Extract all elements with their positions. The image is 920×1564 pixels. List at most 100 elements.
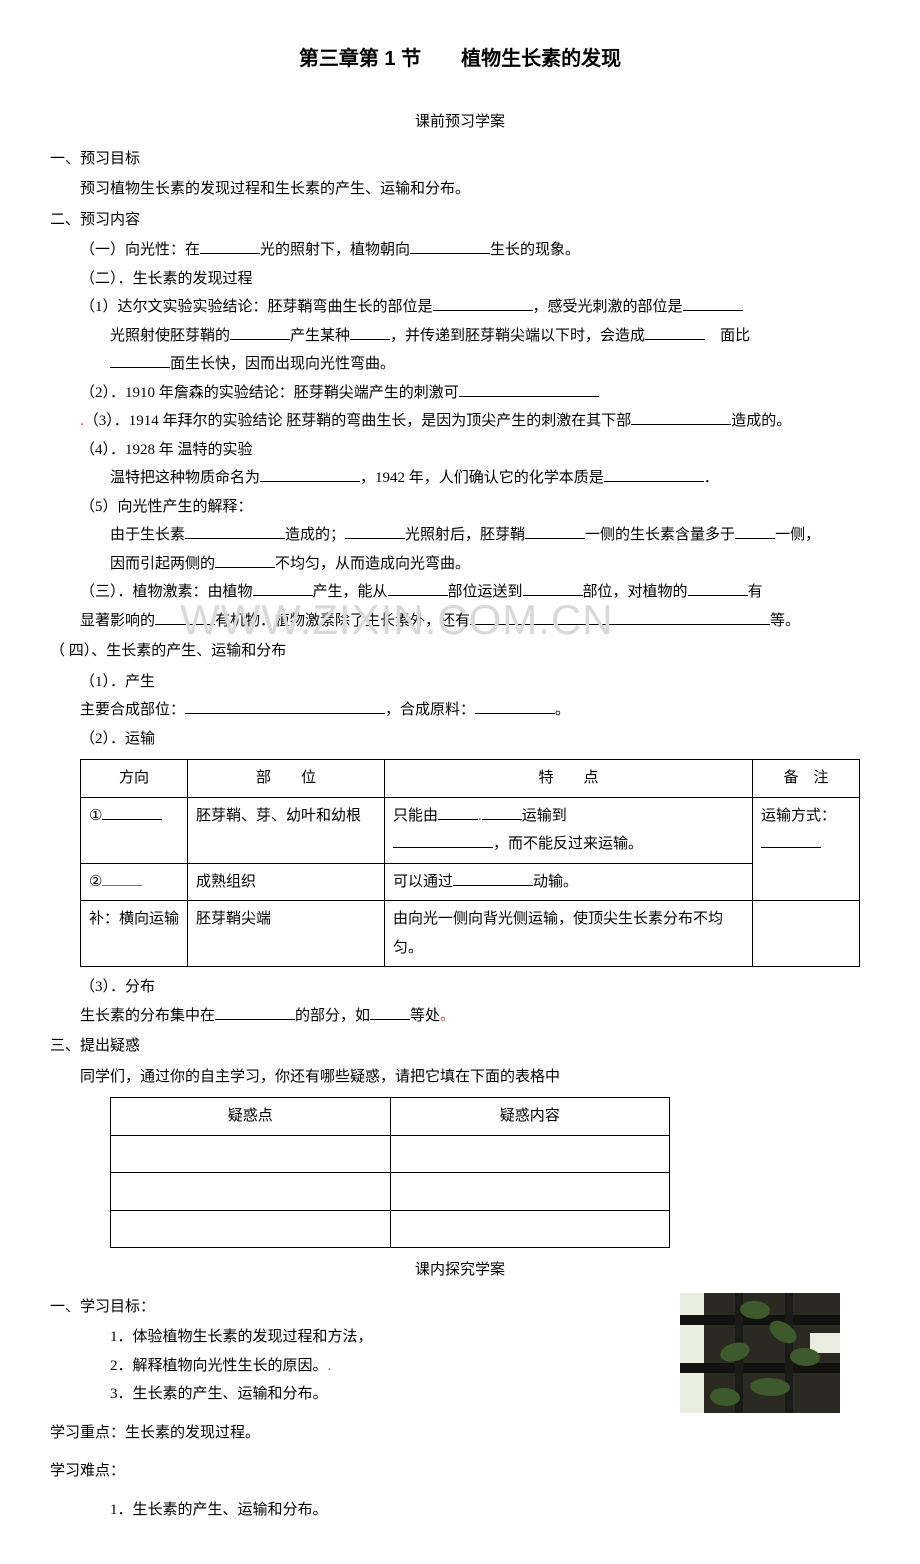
text: 生长素的分布集中在: [80, 1008, 215, 1024]
plant-photo: [680, 1293, 840, 1413]
blank[interactable]: [453, 870, 533, 886]
jensen-line: （2）．1910 年詹森的实验结论：胚芽鞘尖端产生的刺激可: [50, 379, 870, 408]
blank[interactable]: [482, 804, 522, 820]
text: 光照射使胚芽鞘的: [110, 328, 230, 344]
darwin-line3: 面生长快，因而出现向光性弯曲。: [50, 350, 870, 379]
text: 产生某种: [290, 328, 350, 344]
explain-head: （5）向光性产生的解释：: [50, 493, 870, 522]
text: 部位，对植物的: [583, 584, 688, 600]
preview-goal-text: 预习植物生长素的发现过程和生长素的产生、运输和分布。: [50, 175, 870, 204]
text: 造成的；: [285, 527, 345, 543]
blank[interactable]: [433, 295, 533, 311]
text: ，而不能反过来运输。: [493, 836, 643, 852]
cell[interactable]: [111, 1210, 391, 1248]
blank[interactable]: [688, 580, 748, 596]
text: 温特把这种物质命名为: [110, 470, 260, 486]
page-title: 第三章第 1 节 植物生长素的发现: [50, 40, 870, 78]
blank[interactable]: [631, 409, 731, 425]
th-feature: 特 点: [385, 760, 753, 798]
blank[interactable]: [185, 698, 385, 714]
text: ，1942 年，人们确认它的化学本质是: [360, 470, 604, 486]
text: ，并传递到胚芽鞘尖端以下时，会造成: [390, 328, 645, 344]
text: 产生，能从: [313, 584, 388, 600]
blank[interactable]: [253, 580, 313, 596]
table-header-row: 疑惑点 疑惑内容: [111, 1098, 670, 1136]
table-row: 补：横向运输 胚芽鞘尖端 由向光一侧向背光侧运输，使顶尖生长素分布不均匀。: [81, 901, 860, 967]
difficulty-head: 学习难点：: [50, 1457, 870, 1486]
th-note: 备 注: [753, 760, 860, 798]
text: 运输到: [522, 808, 567, 824]
blank[interactable]: [438, 804, 478, 820]
text: 面比: [720, 328, 750, 344]
focus-head: 学习重点：生长素的发现过程。: [50, 1419, 870, 1448]
th-direction: 方向: [81, 760, 188, 798]
table-header-row: 方向 部 位 特 点 备 注: [81, 760, 860, 798]
item-3-line1: （三）．植物激素：由植物产生，能从部位运送到部位，对植物的有: [50, 578, 870, 607]
blank[interactable]: [345, 523, 405, 539]
blank[interactable]: [370, 1004, 410, 1020]
cell[interactable]: [390, 1135, 670, 1173]
text: 。: [555, 702, 570, 718]
blank[interactable]: [102, 870, 142, 886]
blank[interactable]: [200, 238, 260, 254]
distribution-head: （3）．分布: [50, 973, 870, 1002]
text: 显著影响的: [80, 613, 155, 629]
blank[interactable]: [683, 295, 743, 311]
transport-head: （2）．运输: [50, 725, 870, 754]
blank[interactable]: [215, 552, 275, 568]
went-line2: 温特把这种物质命名为，1942 年，人们确认它的化学本质是．: [50, 464, 870, 493]
text: 一侧的生长素含量多于: [585, 527, 735, 543]
blank[interactable]: [761, 832, 821, 848]
red-dot: 。: [440, 1008, 455, 1024]
boysen-line: .（3）．1914 年拜尔的实验结论 胚芽鞘的弯曲生长，是因为顶尖产生的刺激在其…: [50, 407, 870, 436]
text: 有机物．植物激素除了生长素外，还有: [215, 613, 470, 629]
cell[interactable]: [111, 1135, 391, 1173]
preview-content-head: 二、预习内容: [50, 206, 870, 235]
cell-feature-3: 由向光一侧向背光侧运输，使顶尖生长素分布不均匀。: [385, 901, 753, 967]
doubt-table: 疑惑点 疑惑内容: [110, 1097, 670, 1248]
cell[interactable]: [390, 1210, 670, 1248]
blank[interactable]: [525, 523, 585, 539]
blank[interactable]: [350, 324, 390, 340]
table-row: [111, 1135, 670, 1173]
blank[interactable]: [645, 324, 705, 340]
blank[interactable]: [110, 352, 170, 368]
cell[interactable]: [111, 1173, 391, 1211]
table-row: [111, 1173, 670, 1211]
text: ，感受光刺激的部位是: [533, 299, 683, 315]
blank[interactable]: [604, 466, 704, 482]
text: （三）．植物激素：由植物: [80, 584, 253, 600]
table-row: ② 成熟组织 可以通过动输。: [81, 863, 860, 901]
text: 造成的。: [731, 413, 791, 429]
blank[interactable]: [230, 324, 290, 340]
blank[interactable]: [185, 523, 285, 539]
red-dot: .: [328, 1358, 332, 1374]
text: 等处: [410, 1008, 440, 1024]
text: 一侧，: [775, 527, 820, 543]
cell-feature-1: 只能由.运输到 ，而不能反过来运输。: [385, 797, 753, 863]
blank[interactable]: [470, 609, 770, 625]
blank[interactable]: [155, 609, 215, 625]
blank[interactable]: [735, 523, 775, 539]
blank[interactable]: [260, 466, 360, 482]
text: 光照射后，胚芽鞘: [405, 527, 525, 543]
blank[interactable]: [410, 238, 490, 254]
explain-line2: 因而引起两侧的不均匀，从而造成向光弯曲。: [50, 550, 870, 579]
cell[interactable]: [390, 1173, 670, 1211]
blank[interactable]: [388, 580, 448, 596]
blank[interactable]: [475, 698, 555, 714]
darwin-line2: 光照射使胚芽鞘的 产生某种 ，并传递到胚芽鞘尖端以下时，会造成 面比: [50, 322, 870, 351]
cell-feature-2: 可以通过动输。: [385, 863, 753, 901]
blank[interactable]: [459, 381, 599, 397]
produce-head: （1）．产生: [50, 668, 870, 697]
blank[interactable]: [393, 832, 493, 848]
explain-line1: 由于生长素造成的；光照射后，胚芽鞘一侧的生长素含量多于一侧，: [50, 521, 870, 550]
cell-note-3: [753, 901, 860, 967]
blank[interactable]: [215, 1004, 295, 1020]
text: （一）向光性：在: [80, 242, 200, 258]
th-doubt-content: 疑惑内容: [390, 1098, 670, 1136]
blank[interactable]: [523, 580, 583, 596]
doubt-line: 同学们，通过你的自主学习，你还有哪些疑惑，请把它填在下面的表格中: [50, 1063, 870, 1092]
blank[interactable]: [102, 804, 162, 820]
text: 2．解释植物向光性生长的原因。: [110, 1358, 328, 1374]
